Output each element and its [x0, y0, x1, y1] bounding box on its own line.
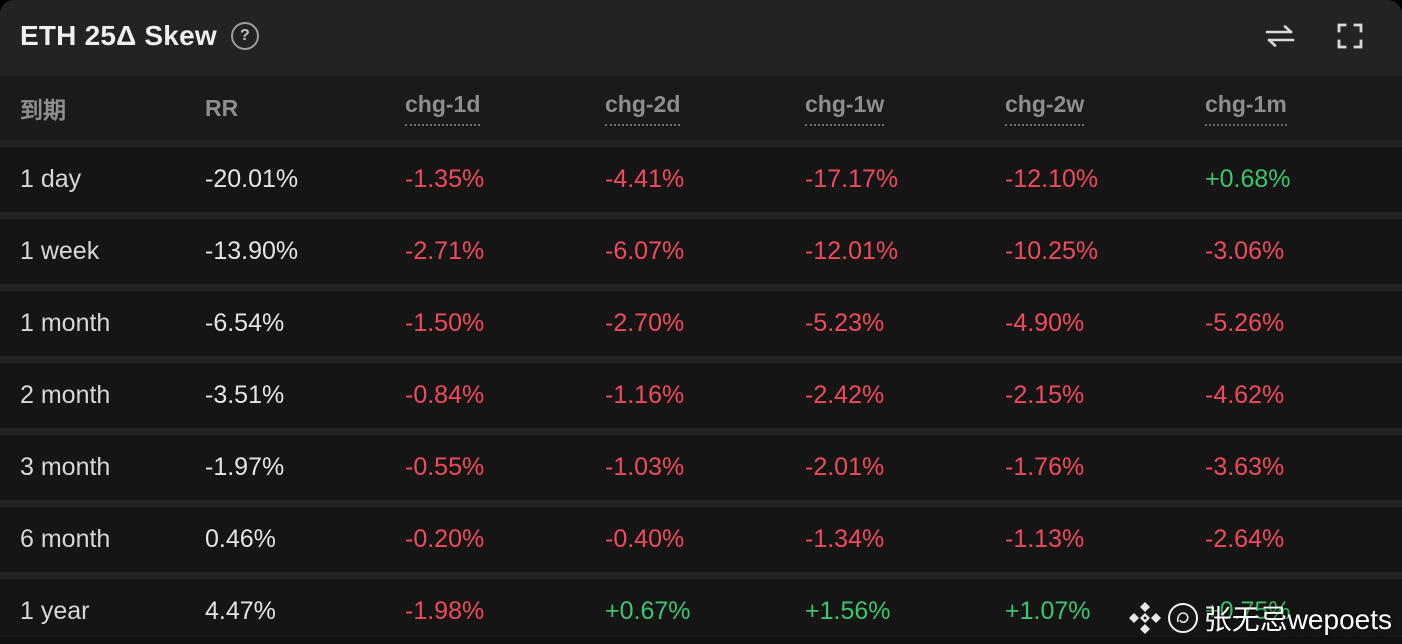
seal-stamp-icon [1167, 603, 1198, 633]
column-header-chg-2d[interactable]: chg-2d [605, 91, 805, 126]
table-cell: 6 month [20, 525, 111, 553]
fullscreen-icon[interactable] [1336, 22, 1364, 50]
column-header-chg-1d[interactable]: chg-1d [405, 91, 605, 126]
table-cell: -5.26% [1205, 309, 1285, 337]
table-cell: 3 month [20, 453, 111, 481]
table-cell: -1.98% [405, 597, 485, 625]
table-cell: -0.84% [405, 381, 485, 409]
table-cell: -2.15% [1005, 381, 1085, 409]
table-cell: -4.90% [1005, 309, 1085, 337]
column-header-chg-1m[interactable]: chg-1m [1205, 91, 1402, 126]
table-cell: -2.42% [805, 381, 885, 409]
table-cell: -1.16% [605, 381, 685, 409]
table-cell: 4.47% [205, 597, 276, 625]
table-row: 2 month -3.51% -0.84% -1.16% -2.42% -2.15% -4.… [0, 356, 1402, 428]
help-icon[interactable]: ? [230, 22, 259, 50]
table-cell: +1.56% [805, 597, 891, 625]
table-cell: -6.07% [605, 237, 685, 265]
table-cell: -4.62% [1205, 381, 1285, 409]
table-cell: -1.03% [605, 453, 685, 481]
diamond-logo-icon [1128, 601, 1162, 635]
table-cell: -2.71% [405, 237, 485, 265]
table-cell: -4.41% [605, 165, 685, 193]
table-cell: -1.50% [405, 309, 485, 337]
table-body: 1 day -20.01% -1.35% -4.41% -17.17% -12.10% +0… [0, 140, 1402, 644]
page-title: ETH 25Δ Skew [20, 20, 217, 51]
panel-titlebar: ETH 25Δ Skew ? [0, 0, 1402, 72]
table-cell: 2 month [20, 381, 111, 409]
table-cell: -5.23% [805, 309, 885, 337]
table-cell: +0.75% [1205, 597, 1291, 625]
table-row: 6 month 0.46% -0.20% -0.40% -1.34% -1.13% -2.6… [0, 500, 1402, 572]
table-cell: -2.70% [605, 309, 685, 337]
table-cell: -0.40% [605, 525, 685, 553]
table-cell: +0.67% [605, 597, 691, 625]
table-cell: -1.97% [205, 453, 285, 481]
table-cell: 1 year [20, 597, 90, 625]
table-cell: -12.01% [805, 237, 899, 265]
table-cell: +0.68% [1205, 165, 1291, 193]
table-cell: -13.90% [205, 237, 299, 265]
table-cell: -1.13% [1005, 525, 1085, 553]
table-cell: -17.17% [805, 165, 899, 193]
table-cell: -1.35% [405, 165, 485, 193]
table-cell: -2.64% [1205, 525, 1285, 553]
table-row: 3 month -1.97% -0.55% -1.03% -2.01% -1.76% -3.… [0, 428, 1402, 500]
table-cell: -10.25% [1005, 237, 1099, 265]
table-cell: -0.55% [405, 453, 485, 481]
table-cell: -0.20% [405, 525, 485, 553]
panel-bottom-edge [0, 637, 1402, 644]
column-header-expiry: 到期 [20, 97, 66, 123]
table-row: 1 week -13.90% -2.71% -6.07% -12.01% -10.25% -… [0, 212, 1402, 284]
table-cell: -1.34% [805, 525, 885, 553]
table-cell: -3.51% [205, 381, 285, 409]
titlebar-actions [1264, 22, 1364, 50]
watermark-text: 张无忌wepoets [1203, 604, 1392, 635]
column-header-rr: RR [205, 94, 239, 121]
table-cell: -3.06% [1205, 237, 1285, 265]
table-cell: -6.54% [205, 309, 285, 337]
table-cell: 1 day [20, 165, 82, 193]
table: 到期 RR chg-1d chg-2d chg-1w chg-2w chg-1m 1 day… [0, 72, 1402, 644]
table-cell: -1.76% [1005, 453, 1085, 481]
table-row: 1 year 4.47% -1.98% +0.67% +1.56% +1.07% +0.75… [0, 572, 1402, 644]
table-cell: +1.07% [1005, 597, 1091, 625]
table-cell: -2.01% [805, 453, 885, 481]
table-row: 1 month -6.54% -1.50% -2.70% -5.23% -4.90% -5.… [0, 284, 1402, 356]
table-cell: -20.01% [205, 165, 299, 193]
table-cell: -12.10% [1005, 165, 1099, 193]
column-header-chg-2w[interactable]: chg-2w [1005, 91, 1205, 126]
column-header-chg-1w[interactable]: chg-1w [805, 91, 1005, 126]
table-row: 1 day -20.01% -1.35% -4.41% -17.17% -12.10% +0… [0, 140, 1402, 212]
table-cell: 0.46% [205, 525, 276, 553]
watermark: 张无忌wepoets [1128, 598, 1392, 638]
table-cell: -3.63% [1205, 453, 1285, 481]
table-cell: 1 month [20, 309, 111, 337]
swap-arrows-icon[interactable] [1264, 23, 1296, 49]
table-cell: 1 week [20, 237, 100, 265]
table-header-row: 到期 RR chg-1d chg-2d chg-1w chg-2w chg-1m [0, 72, 1402, 140]
